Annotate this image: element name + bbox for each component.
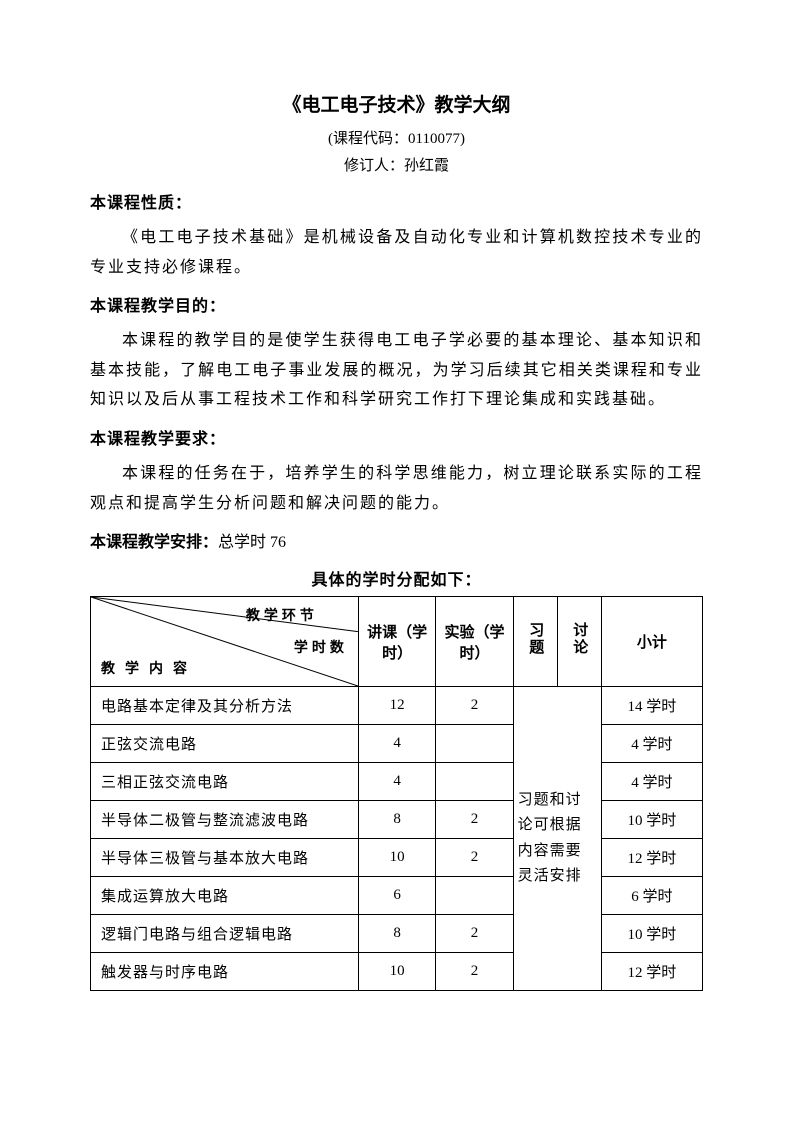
row-lecture: 6 [358,877,435,915]
row-experiment: 2 [436,839,513,877]
row-subtotal: 12 学时 [601,839,702,877]
row-content: 触发器与时序电路 [91,953,359,991]
row-subtotal: 6 学时 [601,877,702,915]
row-subtotal: 4 学时 [601,763,702,801]
section-requirement-text: 本课程的任务在于，培养学生的科学思维能力，树立理论联系实际的工程观点和提高学生分… [90,459,703,518]
section-arrangement: 本课程教学安排：总学时 76 [90,528,703,552]
row-lecture: 8 [358,801,435,839]
table-row: 集成运算放大电路 6 6 学时 [91,877,703,915]
row-content: 正弦交流电路 [91,725,359,763]
row-subtotal: 4 学时 [601,725,702,763]
header-exercise: 习题 [513,597,557,687]
table-row: 电路基本定律及其分析方法 12 2 习题和讨论可根据内容需要灵活安排 14 学时 [91,687,703,725]
row-content: 电路基本定律及其分析方法 [91,687,359,725]
table-caption: 具体的学时分配如下： [90,566,703,590]
row-lecture: 12 [358,687,435,725]
page-title: 《电工电子技术》教学大纲 [90,90,703,117]
table-row: 正弦交流电路 4 4 学时 [91,725,703,763]
section-purpose-text: 本课程的教学目的是使学生获得电工电子学必要的基本理论、基本知识和基本技能，了解电… [90,326,703,415]
row-experiment [436,725,513,763]
row-experiment: 2 [436,915,513,953]
section-purpose-heading: 本课程教学目的： [90,292,703,316]
section-nature-heading: 本课程性质： [90,189,703,213]
header-lecture: 讲课（学时） [358,597,435,687]
diag-label-top: 教学环节 [246,605,318,625]
row-experiment: 2 [436,687,513,725]
row-experiment: 2 [436,801,513,839]
merged-note-cell: 习题和讨论可根据内容需要灵活安排 [513,687,601,991]
table-header-row: 教学环节 学时数 教学内容 讲课（学时） 实验（学时） 习题 讨论 小计 [91,597,703,687]
section-requirement-heading: 本课程教学要求： [90,425,703,449]
row-content: 三相正弦交流电路 [91,763,359,801]
diag-label-mid: 学时数 [294,637,348,657]
hours-table: 教学环节 学时数 教学内容 讲课（学时） 实验（学时） 习题 讨论 小计 电路基… [90,596,703,991]
table-row: 半导体二极管与整流滤波电路 8 2 10 学时 [91,801,703,839]
table-row: 逻辑门电路与组合逻辑电路 8 2 10 学时 [91,915,703,953]
row-lecture: 4 [358,725,435,763]
row-subtotal: 10 学时 [601,915,702,953]
row-content: 逻辑门电路与组合逻辑电路 [91,915,359,953]
row-lecture: 10 [358,953,435,991]
row-experiment: 2 [436,953,513,991]
row-lecture: 8 [358,915,435,953]
row-lecture: 10 [358,839,435,877]
diagonal-header: 教学环节 学时数 教学内容 [91,597,359,687]
header-experiment: 实验（学时） [436,597,513,687]
row-subtotal: 12 学时 [601,953,702,991]
row-subtotal: 14 学时 [601,687,702,725]
row-experiment [436,763,513,801]
row-content: 半导体三极管与基本放大电路 [91,839,359,877]
header-discuss: 讨论 [557,597,601,687]
row-subtotal: 10 学时 [601,801,702,839]
row-experiment [436,877,513,915]
arrangement-prefix: 本课程教学安排： [90,534,218,551]
row-content: 集成运算放大电路 [91,877,359,915]
table-row: 三相正弦交流电路 4 4 学时 [91,763,703,801]
course-code: (课程代码：0110077) [90,127,703,148]
section-nature-text: 《电工电子技术基础》是机械设备及自动化专业和计算机数控技术专业的专业支持必修课程… [90,223,703,282]
reviser: 修订人：孙红霞 [90,154,703,175]
row-content: 半导体二极管与整流滤波电路 [91,801,359,839]
arrangement-value: 总学时 76 [218,534,286,551]
header-subtotal: 小计 [601,597,702,687]
row-lecture: 4 [358,763,435,801]
table-row: 触发器与时序电路 10 2 12 学时 [91,953,703,991]
diag-label-bottom: 教学内容 [101,658,197,678]
table-row: 半导体三极管与基本放大电路 10 2 12 学时 [91,839,703,877]
